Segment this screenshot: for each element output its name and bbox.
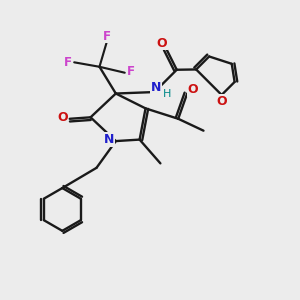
Text: O: O: [216, 95, 227, 108]
Text: O: O: [57, 111, 68, 124]
Text: O: O: [187, 83, 198, 97]
Text: F: F: [64, 56, 72, 69]
Text: N: N: [151, 81, 161, 94]
Text: O: O: [157, 37, 167, 50]
Text: N: N: [104, 133, 115, 146]
Text: F: F: [103, 30, 111, 43]
Text: F: F: [127, 65, 135, 78]
Text: H: H: [163, 88, 171, 98]
